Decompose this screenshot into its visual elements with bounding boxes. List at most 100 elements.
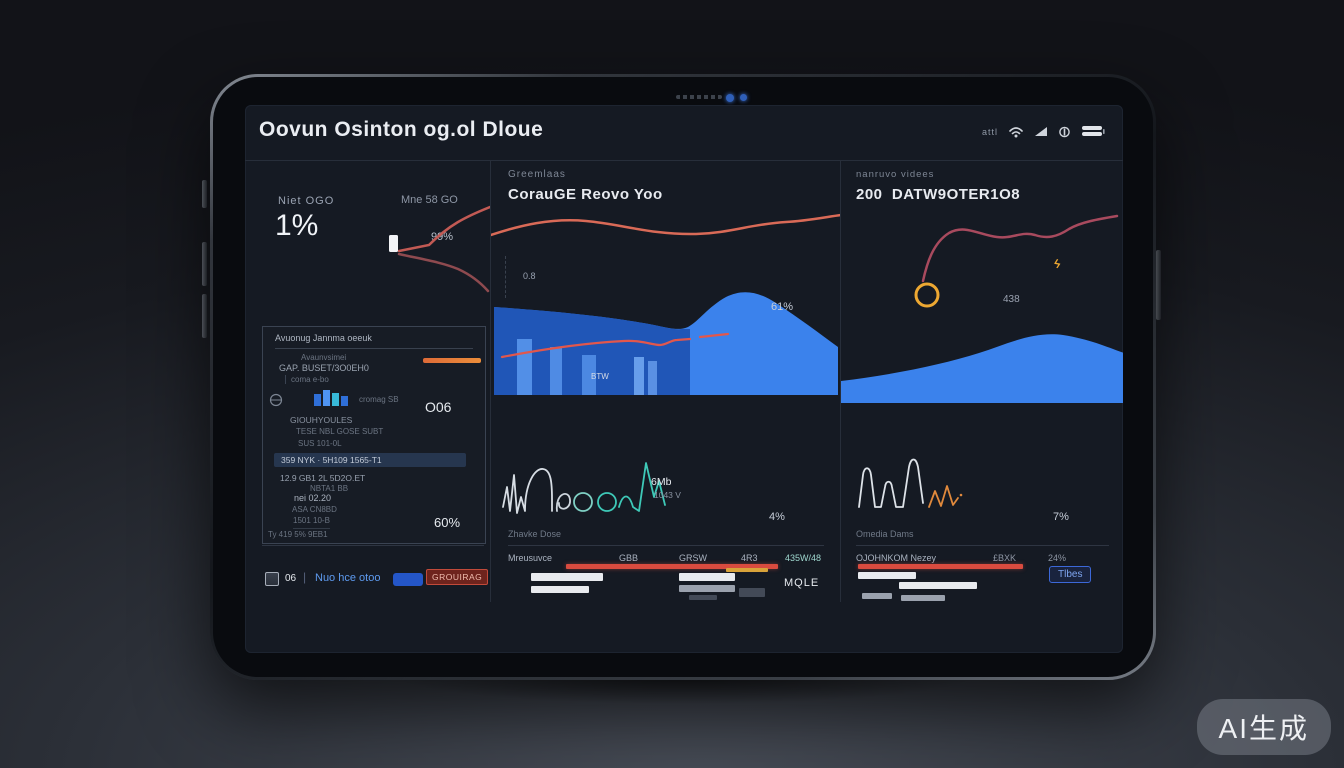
volume-button-1: [202, 180, 207, 208]
table-bar: [689, 595, 717, 600]
divider: [508, 545, 824, 546]
stat-value: 1%: [275, 209, 319, 242]
area-chart-label: BTW: [591, 372, 609, 381]
globe-icon: [269, 393, 283, 407]
mini-chart-label: cromag SB: [359, 395, 399, 404]
table-header: GBB: [619, 553, 639, 563]
wifi-icon: [1009, 126, 1023, 137]
list-item: ASA CN8BD: [292, 505, 337, 514]
sensor-icon: [740, 94, 747, 101]
panel-footer-row: Ty 419 5% 9EB1: [268, 530, 328, 539]
dashboard-screen: Oovun Osinton og.ol Dloue attl: [245, 105, 1123, 653]
table-bar: [858, 572, 916, 579]
ai-watermark-badge: AI生成: [1196, 699, 1331, 755]
list-item: 1501 10-B: [293, 516, 330, 529]
spark-percent: 7%: [1053, 511, 1069, 523]
area-chart: [841, 334, 1123, 403]
dashboard-main: Niet OGO 1% Mne 58 GO 99% Avuonug Jannma…: [245, 161, 1123, 602]
selected-item-label: 359 NYK · 5H109 1565-T1: [281, 455, 382, 465]
details-panel: Avuonug Jannma oeeuk Avaunvsimei GAP. BU…: [262, 326, 486, 544]
table-bar: [679, 573, 735, 581]
table-header: OJOHNKOM Nezey: [856, 553, 937, 563]
footer-link[interactable]: Nuo hce otoo: [315, 572, 381, 584]
table-bar-yellow: [726, 568, 768, 572]
table-note: MQLE: [784, 577, 820, 589]
card-eyebrow: Greemlaas: [508, 169, 566, 180]
panel-percent: 60%: [434, 515, 461, 530]
carrier-text: attl: [981, 126, 998, 137]
divider: [262, 545, 484, 546]
trend-line-chart: [389, 205, 490, 293]
camera-icon: [726, 94, 734, 102]
table-bar: [531, 573, 603, 581]
table-bar: [862, 593, 892, 599]
table-bar: [739, 588, 765, 597]
card-eyebrow: nanruvo videes: [856, 169, 935, 180]
divider: [856, 545, 1109, 546]
card-usage: Greemlaas CorauGE Reovo Yoo 0.8: [490, 161, 841, 602]
card-title: CorauGE Reovo Yoo: [508, 186, 663, 203]
ring-marker-icon: [914, 282, 940, 308]
list-item: TESE NBL GOSE SUBT: [296, 427, 384, 436]
app-header: Oovun Osinton og.ol Dloue attl: [245, 105, 1123, 161]
list-item: NBTA1 BB: [310, 484, 349, 493]
panel-line-1: Avaunvsimei: [301, 353, 347, 362]
mini-bar-chart: [314, 390, 348, 406]
checkbox[interactable]: [265, 572, 279, 586]
rotation-lock-icon: [1059, 126, 1070, 137]
list-item: SUS 101-0L: [298, 439, 342, 448]
top-trend-line: [491, 213, 841, 237]
card-title: 200 DATW9OTER1O8: [856, 186, 1021, 203]
trend-line-chart: [914, 214, 1119, 308]
area-percent: 61%: [771, 301, 794, 313]
table-header: 4R3: [741, 553, 758, 563]
trend-value: 99%: [431, 231, 454, 243]
table-bar: [899, 582, 977, 589]
count-label: 06: [285, 573, 297, 584]
card-network: nanruvo videes 200 DATW9OTER1O8 ϟ 438 7%: [840, 161, 1123, 602]
card-metrics: Niet OGO 1% Mne 58 GO 99% Avuonug Jannma…: [245, 161, 490, 602]
alert-button[interactable]: GROUIRAG: [426, 569, 489, 585]
chart-annotation: 438: [1003, 294, 1020, 305]
stat-label: Niet OGO: [278, 195, 335, 207]
sparkline-chart: [858, 458, 963, 508]
volume-button-2: [202, 242, 207, 286]
details-button[interactable]: Tlbes: [1049, 566, 1092, 583]
volume-button-3: [202, 294, 207, 338]
spark-label: Omedia Dams: [856, 529, 914, 539]
area-chart: BTW: [494, 292, 838, 395]
trend-label: Mne 58 GO: [401, 194, 458, 206]
table-bar: [531, 586, 589, 593]
speaker-grill: [676, 95, 722, 99]
table-header: Mreusuvce: [508, 553, 553, 563]
power-button: [1156, 250, 1161, 320]
selected-list-item[interactable]: 359 NYK · 5H109 1565-T1: [274, 453, 466, 467]
axis-guide: [505, 256, 506, 298]
spark-value: 6Mb: [651, 476, 672, 488]
section-label: GIOUHYOULES: [290, 415, 353, 425]
page-title: Oovun Osinton og.ol Dloue: [259, 118, 544, 141]
blue-chip-button[interactable]: [393, 573, 423, 586]
sparkline-chart: [502, 462, 666, 514]
table-header: 24%: [1048, 553, 1067, 563]
spark-sub: 1043 V: [654, 490, 681, 500]
panel-header: Avuonug Jannma oeeuk: [275, 333, 473, 349]
spark-percent: 4%: [769, 511, 785, 523]
panel-line-3: coma e-bo: [285, 375, 329, 384]
chart-annotation: 0.8: [523, 271, 536, 281]
list-item: nei 02.20: [294, 493, 332, 503]
table-bar: [901, 595, 945, 601]
table-header: 435W/48: [785, 553, 822, 563]
table-bar: [679, 585, 735, 592]
status-bar: attl: [982, 125, 1105, 138]
progress-bar-orange: [423, 358, 481, 363]
list-item: 12.9 GB1 2L 5D2O.ET: [280, 473, 366, 483]
table-header: GRSW: [679, 553, 707, 563]
spark-label: Zhavke Dose: [508, 529, 562, 539]
table-header: £BXK: [993, 553, 1017, 563]
table-bar-red: [858, 564, 1023, 569]
mini-chart-value: O06: [425, 399, 452, 415]
flag-marker-icon: [389, 235, 398, 252]
cellular-signal-icon: [1035, 127, 1047, 136]
